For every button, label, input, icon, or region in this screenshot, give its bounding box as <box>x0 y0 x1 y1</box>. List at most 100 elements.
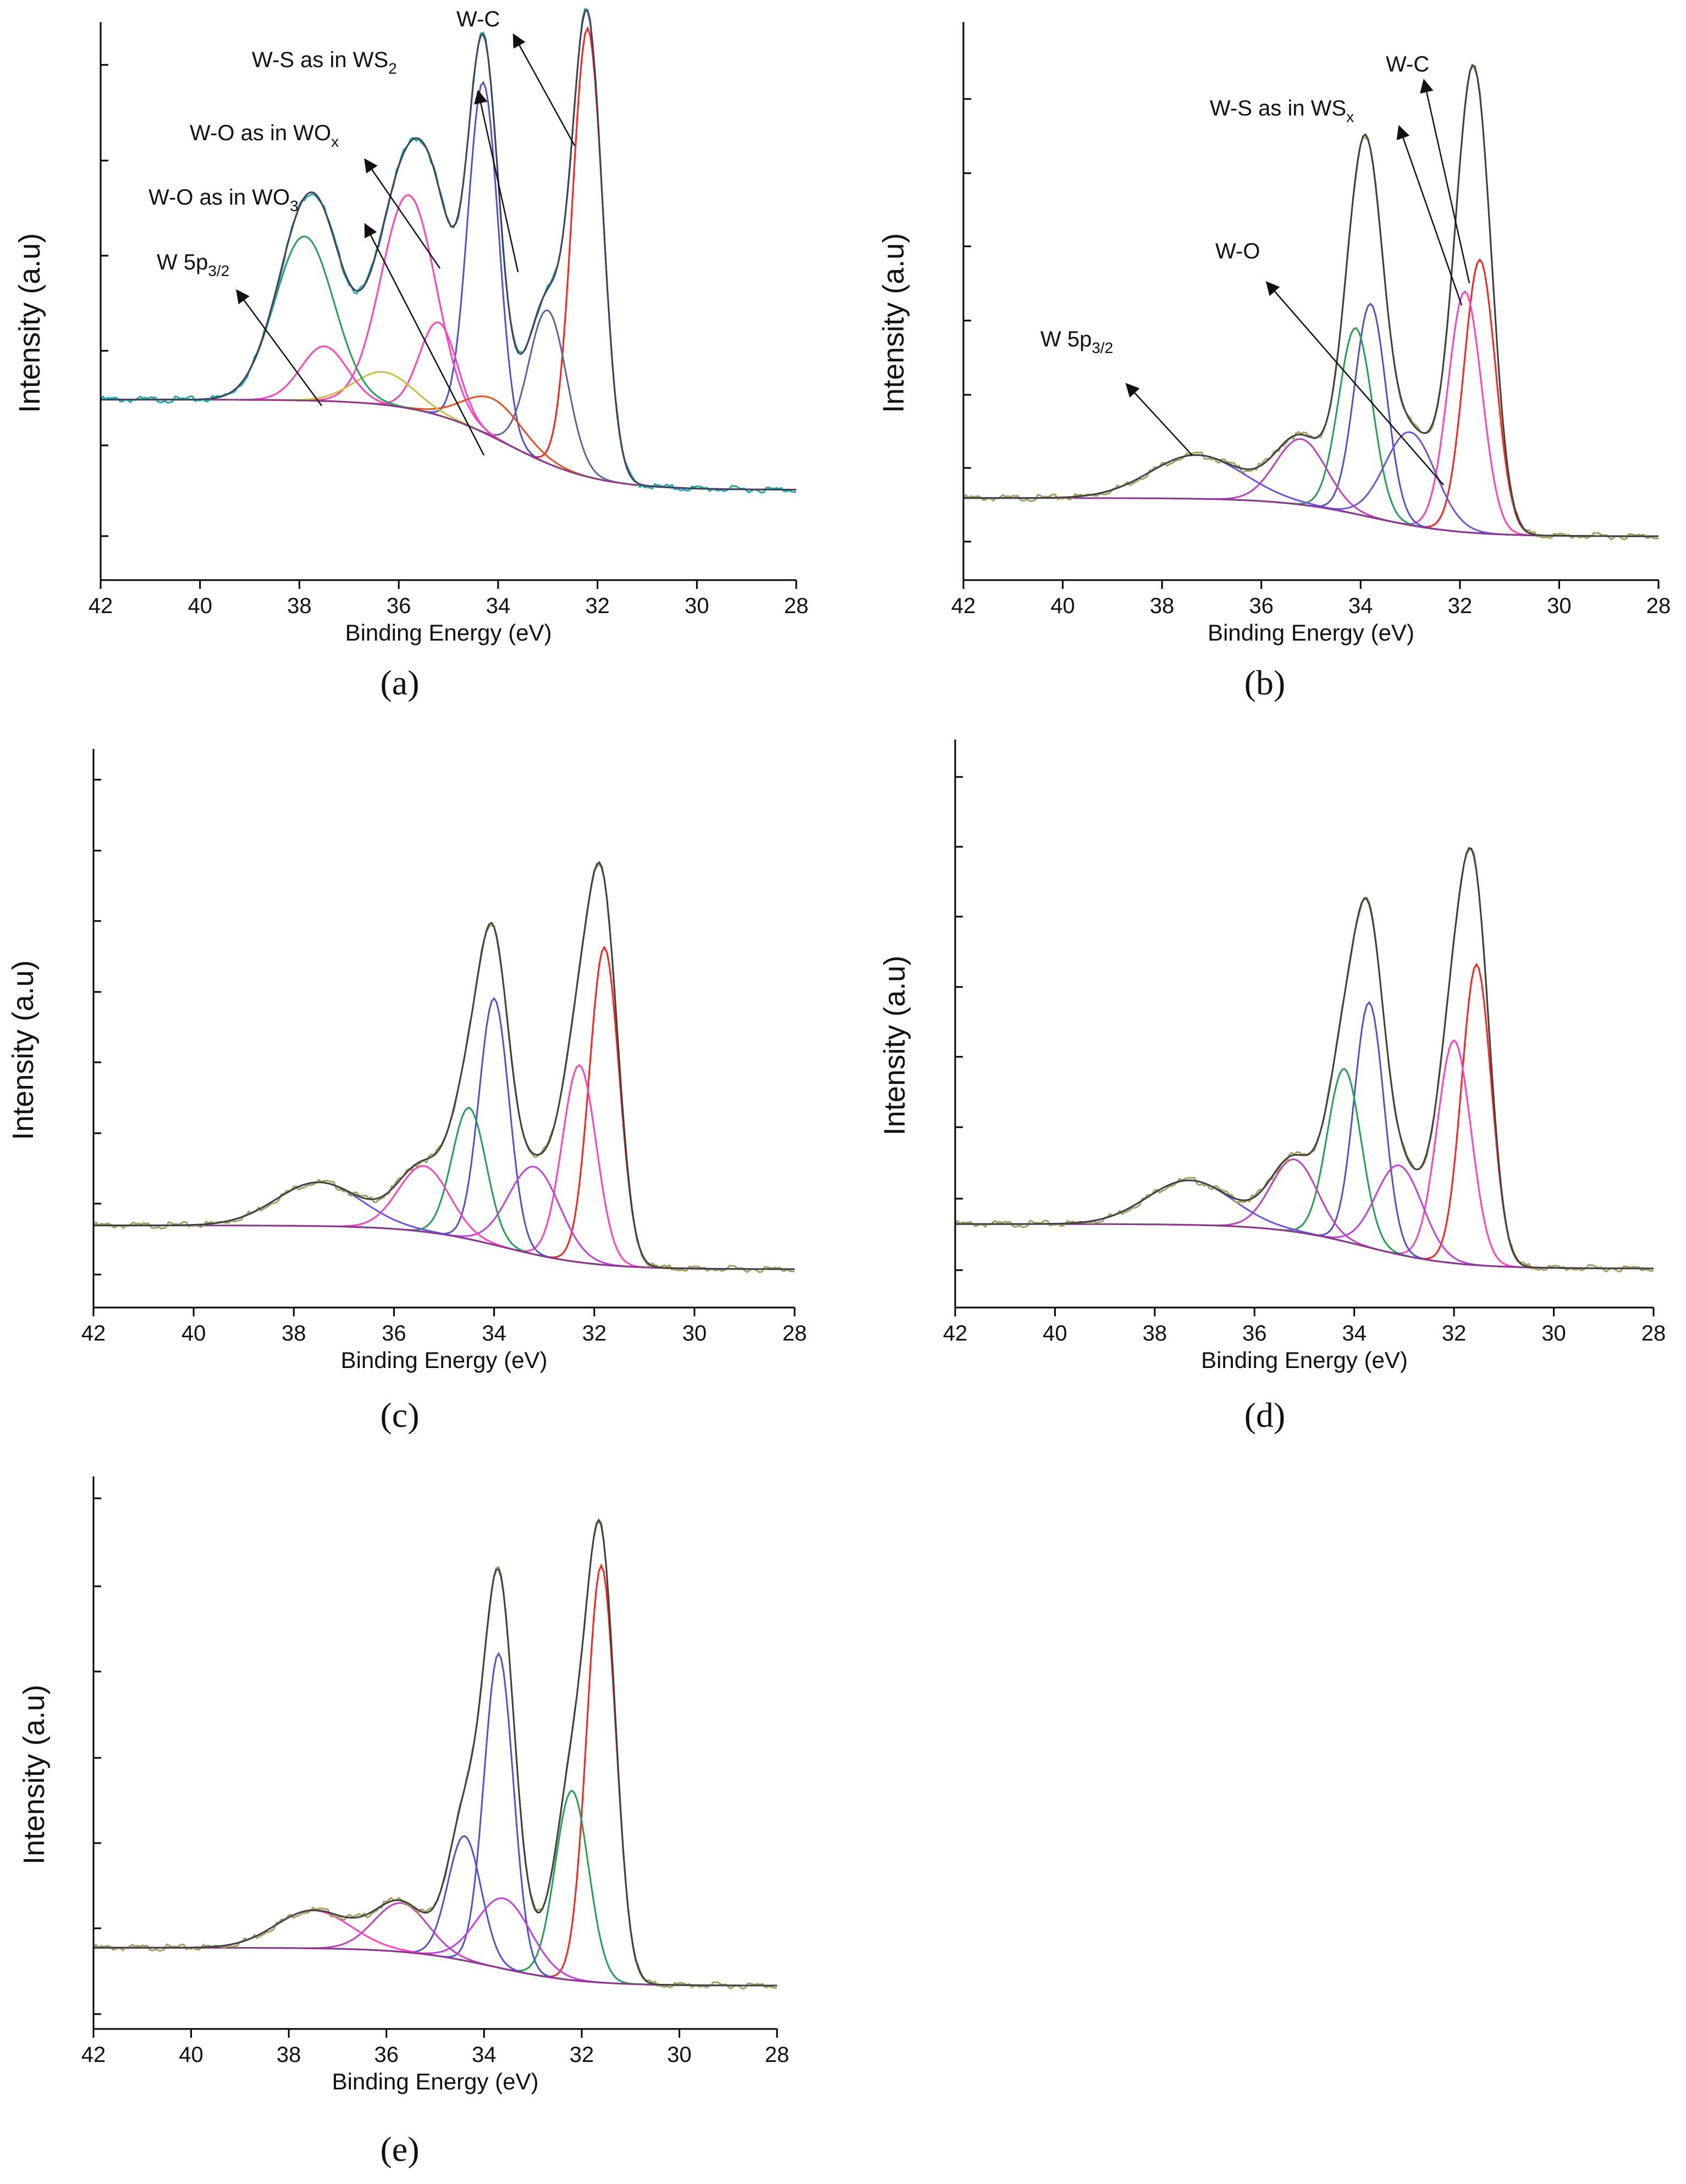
peak-component-c-5 <box>234 1165 615 1267</box>
annotation-a-4: W 5p3/2 <box>157 250 229 279</box>
x-tick-label-d-4: 34 <box>1342 1321 1367 1345</box>
x-tick-label-b-0: 42 <box>951 594 976 618</box>
chart-panel-a: 42 40 38 36 34 32 30 28 Binding Energy (eV) Inten… <box>13 7 808 702</box>
x-tick-label-a-7: 28 <box>784 594 809 618</box>
peak-component-a-3 <box>296 321 581 476</box>
annotation-arrow-b-0 <box>1420 79 1470 284</box>
x-tick-label-b-4: 34 <box>1348 594 1373 618</box>
x-tick-label-d-3: 36 <box>1242 1321 1267 1345</box>
x-tick-label-b-2: 38 <box>1150 594 1175 618</box>
panel-label-a: (a) <box>380 663 419 702</box>
annotation-arrow-a-2 <box>364 158 441 269</box>
raw-data-line-b <box>962 64 1659 541</box>
y-axis-label-d: Intensity (a.u) <box>878 956 911 1135</box>
annotation-b-1: W-S as in WSx <box>1210 96 1354 125</box>
annotation-b-0: W-C <box>1386 52 1429 76</box>
peak-component-b-1 <box>1338 290 1592 537</box>
y-axis-label-e: Intensity (a.u) <box>18 1685 51 1865</box>
peak-component-a-4 <box>202 194 615 483</box>
x-tick-label-c-1: 40 <box>181 1321 206 1345</box>
peak-component-c-2 <box>384 997 605 1266</box>
envelope-line-b <box>963 63 1659 537</box>
x-tick-label-e-2: 38 <box>277 2043 301 2067</box>
annotation-arrow-a-0 <box>513 33 576 146</box>
peak-component-b-0 <box>1360 258 1597 537</box>
peak-component-a-7 <box>150 345 499 441</box>
y-axis-label-c: Intensity (a.u) <box>7 960 40 1140</box>
x-axis-label-d: Binding Energy (eV) <box>1201 1347 1408 1373</box>
x-tick-label-c-6: 30 <box>682 1321 707 1345</box>
x-tick-label-a-1: 40 <box>188 594 212 618</box>
x-tick-label-b-1: 40 <box>1050 594 1075 618</box>
x-tick-label-a-5: 32 <box>585 594 610 618</box>
x-tick-label-d-5: 32 <box>1442 1321 1467 1345</box>
x-tick-label-b-7: 28 <box>1646 594 1671 618</box>
peak-component-e-4 <box>301 1897 707 1987</box>
x-tick-label-e-7: 28 <box>765 2043 790 2067</box>
x-tick-label-b-3: 36 <box>1249 594 1274 618</box>
x-tick-label-b-6: 30 <box>1547 594 1572 618</box>
peak-component-a-6 <box>162 371 605 482</box>
x-tick-label-a-3: 36 <box>387 594 411 618</box>
peak-component-e-2 <box>391 1652 607 1984</box>
x-tick-label-e-0: 42 <box>81 2043 106 2067</box>
x-axis-label-a: Binding Energy (eV) <box>345 620 552 646</box>
background-line-d <box>955 1223 1654 1270</box>
panel-label-c: (c) <box>380 1396 419 1435</box>
x-tick-label-d-2: 38 <box>1143 1321 1167 1345</box>
annotation-b-2: W-O <box>1215 239 1260 263</box>
peak-component-c-0 <box>494 945 715 1270</box>
x-tick-label-a-0: 42 <box>89 594 113 618</box>
annotation-b-3: W 5p3/2 <box>1040 327 1113 356</box>
panel-label-d: (d) <box>1244 1396 1286 1435</box>
annotation-arrow-a-4 <box>236 289 323 406</box>
x-tick-label-c-2: 38 <box>282 1321 306 1345</box>
x-tick-label-c-5: 32 <box>582 1321 607 1345</box>
raw-data-line-c <box>92 862 795 1273</box>
background-line-c <box>93 1225 795 1270</box>
chart-panel-e: 42 40 38 36 34 32 30 28 Binding Energy (eV) Inten… <box>18 1476 789 2169</box>
x-tick-label-e-4: 34 <box>472 2043 497 2067</box>
raw-data-line-d <box>954 848 1654 1273</box>
annotation-arrow-b-2 <box>1265 281 1444 486</box>
annotation-a-2: W-O as in WOx <box>190 121 339 150</box>
y-axis-label-a: Intensity (a.u) <box>13 233 46 413</box>
raw-data-line-e <box>92 1519 778 1990</box>
x-tick-label-d-6: 30 <box>1541 1321 1566 1345</box>
annotation-a-0: W-C <box>456 7 500 31</box>
chart-panel-b: 42 40 38 36 34 32 30 28 Binding Energy (eV) Inten… <box>877 22 1671 702</box>
x-axis-label-e: Binding Energy (eV) <box>332 2069 539 2094</box>
peak-component-a-5 <box>272 395 714 490</box>
x-tick-label-d-7: 28 <box>1641 1321 1666 1345</box>
envelope-line-d <box>955 847 1654 1270</box>
y-axis-label-b: Intensity (a.u) <box>877 233 910 413</box>
x-tick-label-e-5: 32 <box>570 2043 594 2067</box>
annotation-a-1: W-S as in WS2 <box>252 48 397 77</box>
x-tick-label-c-4: 34 <box>482 1321 506 1345</box>
peak-component-c-3 <box>341 1106 597 1265</box>
panel-label-b: (b) <box>1244 663 1286 702</box>
chart-panel-c: 42 40 38 36 34 32 30 28 Binding Energy (eV) Inten… <box>7 749 807 1435</box>
envelope-line-a <box>101 10 797 491</box>
chart-panel-d: 42 40 38 36 34 32 30 28 Binding Energy (eV) Inten… <box>878 740 1666 1435</box>
x-tick-label-d-0: 42 <box>943 1321 968 1345</box>
x-tick-label-a-6: 30 <box>685 594 709 618</box>
x-tick-label-d-1: 40 <box>1043 1321 1067 1345</box>
annotation-arrow-a-3 <box>364 223 485 456</box>
envelope-line-c <box>93 861 795 1270</box>
annotation-arrow-b-3 <box>1125 383 1193 456</box>
x-axis-label-c: Binding Energy (eV) <box>341 1347 548 1373</box>
x-tick-label-a-2: 38 <box>287 594 312 618</box>
peak-component-e-1 <box>447 1789 697 1986</box>
x-tick-label-b-5: 32 <box>1448 594 1473 618</box>
x-tick-label-c-0: 42 <box>81 1321 106 1345</box>
background-line-a <box>101 399 797 491</box>
x-tick-label-e-1: 40 <box>179 2043 203 2067</box>
panel-label-e: (e) <box>380 2130 419 2169</box>
x-tick-label-e-6: 30 <box>667 2043 692 2067</box>
peak-component-a-0 <box>473 26 702 490</box>
x-tick-label-a-4: 34 <box>486 594 511 618</box>
peak-component-c-1 <box>451 1064 707 1270</box>
annotation-arrow-a-1 <box>474 90 519 273</box>
